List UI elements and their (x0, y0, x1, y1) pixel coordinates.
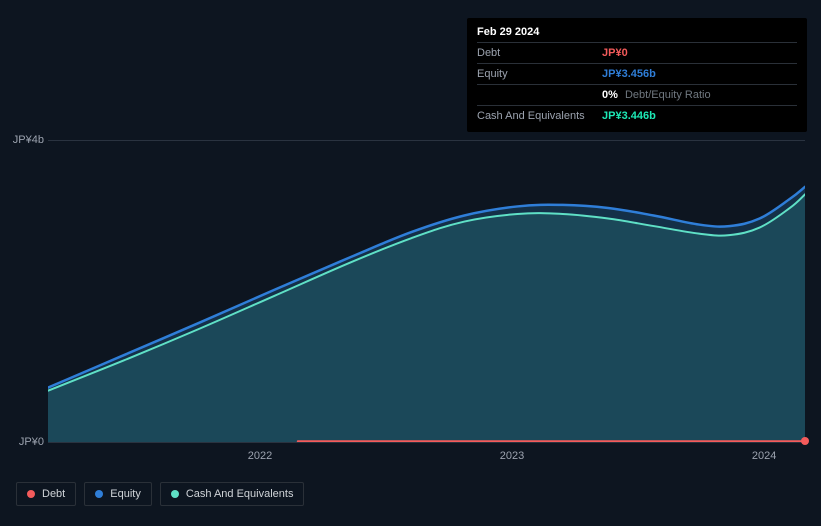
tooltip-value: JP¥3.456b (602, 68, 656, 80)
x-axis: 2022 2023 2024 (48, 442, 805, 462)
tooltip-extra: Debt/Equity Ratio (622, 89, 711, 101)
tooltip-label (477, 88, 602, 102)
chart-tooltip: Feb 29 2024 DebtJP¥0EquityJP¥3.456b0% De… (467, 18, 807, 132)
tooltip-date: Feb 29 2024 (477, 24, 797, 42)
tooltip-label: Debt (477, 46, 602, 60)
legend-label: Cash And Equivalents (186, 488, 294, 500)
legend-item[interactable]: Equity (84, 482, 152, 506)
chart-container: Feb 29 2024 DebtJP¥0EquityJP¥3.456b0% De… (0, 0, 821, 526)
y-axis-label: JP¥0 (0, 436, 44, 448)
legend-item[interactable]: Debt (16, 482, 76, 506)
x-axis-label: 2024 (752, 450, 776, 462)
tooltip-value: JP¥0 (602, 47, 628, 59)
x-axis-label: 2022 (248, 450, 272, 462)
chart-legend: Debt Equity Cash And Equivalents (16, 482, 304, 506)
tooltip-row: Cash And EquivalentsJP¥3.446b (477, 105, 797, 126)
tooltip-value: JP¥3.446b (602, 110, 656, 122)
x-axis-label: 2023 (500, 450, 524, 462)
y-axis-label: JP¥4b (0, 134, 44, 146)
tooltip-row: 0% Debt/Equity Ratio (477, 84, 797, 105)
legend-dot-icon (27, 490, 35, 498)
legend-label: Debt (42, 488, 65, 500)
tooltip-value: 0% (602, 89, 618, 101)
legend-dot-icon (95, 490, 103, 498)
tooltip-label: Cash And Equivalents (477, 109, 602, 123)
tooltip-row: EquityJP¥3.456b (477, 63, 797, 84)
series-marker (801, 437, 809, 445)
tooltip-row: DebtJP¥0 (477, 42, 797, 63)
area-chart[interactable] (48, 140, 805, 442)
legend-dot-icon (171, 490, 179, 498)
legend-label: Equity (110, 488, 141, 500)
tooltip-label: Equity (477, 67, 602, 81)
legend-item[interactable]: Cash And Equivalents (160, 482, 305, 506)
